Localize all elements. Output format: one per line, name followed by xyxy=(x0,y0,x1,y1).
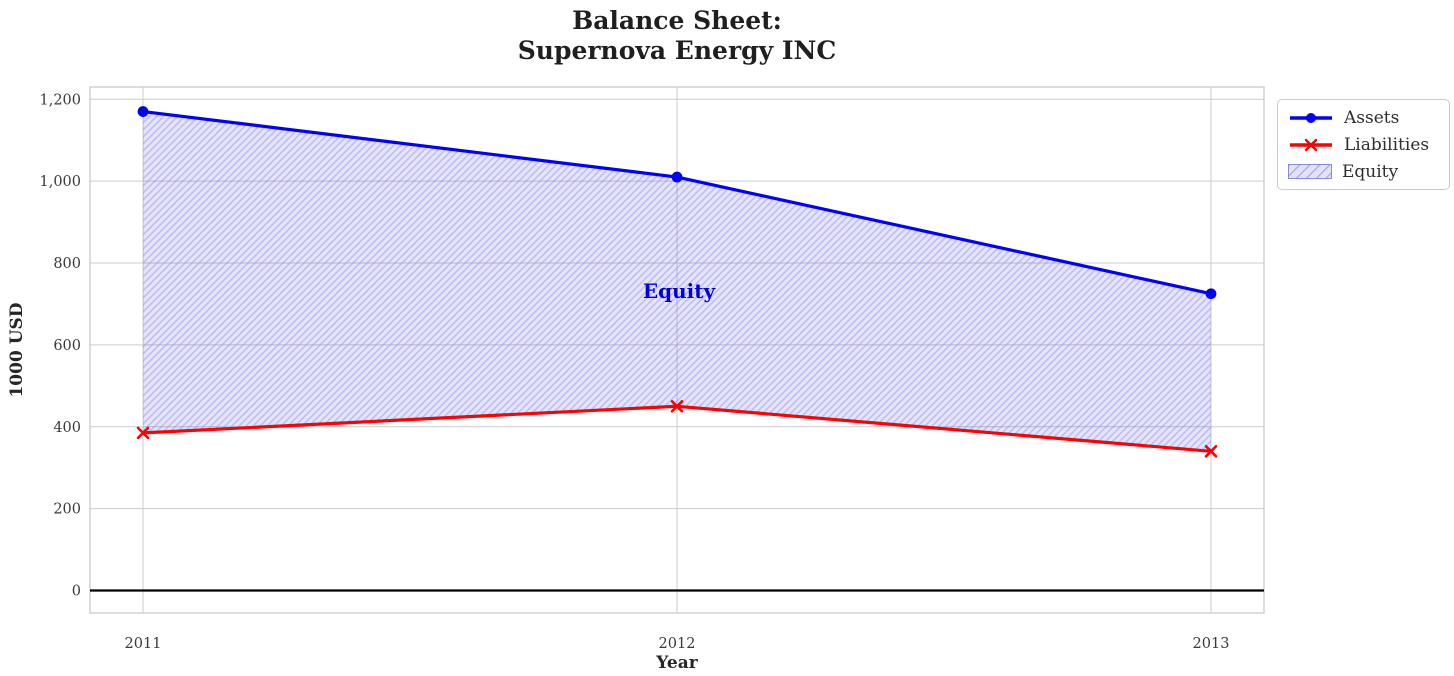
x-tick-label: 2011 xyxy=(125,636,162,652)
y-tick-label: 1,000 xyxy=(39,174,81,190)
y-tick-label: 0 xyxy=(72,583,81,599)
y-tick-label: 1,200 xyxy=(39,92,81,108)
assets-marker xyxy=(137,106,149,117)
liabilities-x-marker-icon xyxy=(1304,138,1318,151)
liabilities-marker xyxy=(1204,445,1218,458)
legend-item-assets: Assets xyxy=(1288,106,1439,129)
assets-marker xyxy=(671,171,683,183)
assets-legend-swatch xyxy=(1290,112,1332,123)
y-tick-label: 200 xyxy=(53,502,81,518)
equity-area-hatch xyxy=(143,111,1211,452)
x-tick-label: 2013 xyxy=(1193,636,1230,652)
x-tick-label: 2012 xyxy=(659,636,696,652)
legend-label-assets: Assets xyxy=(1344,107,1400,128)
plot-border xyxy=(89,86,1265,614)
y-tick-label: 800 xyxy=(53,256,81,272)
legend-item-equity: Equity xyxy=(1288,160,1439,183)
liabilities-marker xyxy=(136,426,150,440)
y-tick-label: 600 xyxy=(53,338,81,354)
legend-label-liabilities: Liabilities xyxy=(1344,134,1430,155)
legend-label-equity: Equity xyxy=(1342,161,1399,182)
chart-title-line2: Supernova Energy INC xyxy=(517,36,837,65)
legend-equity-swatch xyxy=(1288,164,1332,179)
legend-item-liabilities: Liabilities xyxy=(1288,133,1439,156)
equity-area-label: Equity xyxy=(642,279,716,303)
liabilities-legend-swatch xyxy=(1290,138,1332,151)
chart-title-line1: Balance Sheet: xyxy=(572,6,782,35)
assets-circle-marker-icon xyxy=(1306,112,1316,123)
liabilities-marker xyxy=(670,399,684,413)
chart-title: Balance Sheet: Supernova Energy INC xyxy=(90,6,1264,66)
y-tick-label: 400 xyxy=(53,420,81,436)
legend: Assets Liabilities Equity xyxy=(1277,99,1450,190)
assets-marker xyxy=(1205,288,1217,300)
x-axis-label: Year xyxy=(656,653,698,673)
